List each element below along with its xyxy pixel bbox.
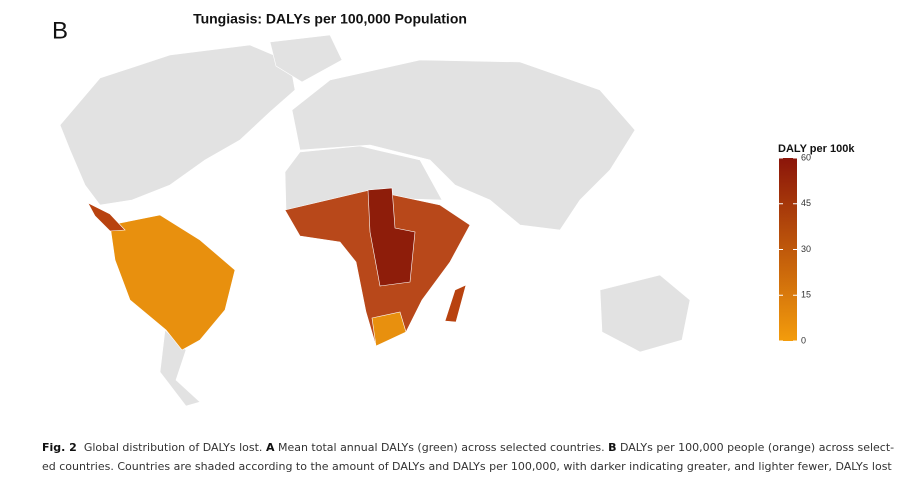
australia xyxy=(599,274,691,353)
tick-label: 15 xyxy=(801,290,811,300)
south-america xyxy=(109,214,236,351)
madagascar xyxy=(444,284,467,323)
tick-label: 60 xyxy=(801,152,811,162)
legend-ticks: 0 15 30 45 60 xyxy=(779,152,811,345)
caption-text: Mean total annual DALYs (green) across s… xyxy=(274,441,609,454)
caption-text: ed countries. Countries are shaded accor… xyxy=(42,460,892,473)
world-map xyxy=(59,34,691,407)
tick-label: 30 xyxy=(801,244,811,254)
colorbar xyxy=(779,158,797,341)
north-america xyxy=(59,44,296,206)
caption-text: Global distribution of DALYs lost. xyxy=(76,441,266,454)
caption-line: ed countries. Countries are shaded accor… xyxy=(42,457,902,476)
greenland xyxy=(269,34,343,83)
legend-title: DALY per 100k xyxy=(778,143,855,155)
figure: B Tungiasis: DALYs per 100,000 Populatio… xyxy=(52,11,855,407)
caption-bold: B xyxy=(608,441,617,454)
central-america xyxy=(87,202,126,232)
caption: Fig. 2 Global distribution of DALYs lost… xyxy=(42,438,902,476)
south-africa xyxy=(371,311,407,347)
caption-line: Fig. 2 Global distribution of DALYs lost… xyxy=(42,438,902,457)
tick-label: 0 xyxy=(801,335,806,345)
caption-bold: Fig. 2 xyxy=(42,441,77,454)
panel-label: B xyxy=(52,17,68,44)
tick-label: 45 xyxy=(801,198,811,208)
south-cone xyxy=(159,329,201,407)
caption-text: DALYs per 100,000 people (orange) across… xyxy=(616,441,895,454)
eurasia xyxy=(291,59,636,231)
central-africa xyxy=(367,187,416,287)
caption-bold: A xyxy=(265,441,275,454)
map-title: Tungiasis: DALYs per 100,000 Population xyxy=(193,11,467,27)
